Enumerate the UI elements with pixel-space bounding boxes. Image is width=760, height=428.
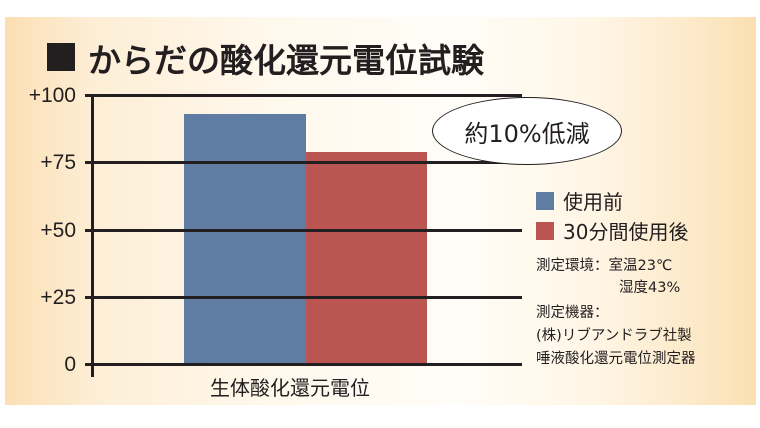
note-device-label: 測定機器： <box>536 305 609 321</box>
note-environment: 測定環境：室温23℃ <box>536 258 673 274</box>
gridline-0 <box>85 363 522 366</box>
reduction-annotation-text: 約10%低減 <box>464 119 590 148</box>
note-device-name: 唾液酸化還元電位測定器 <box>536 351 696 367</box>
x-axis-label: 生体酸化還元電位 <box>210 376 370 400</box>
bar-after-30min <box>306 152 427 365</box>
ytick-0: 0 <box>64 353 76 376</box>
title-square-icon <box>47 43 75 71</box>
legend-label: 使用前 <box>563 190 623 214</box>
gridline-100 <box>85 94 522 97</box>
chart-title: からだの酸化還元電位試験 <box>88 41 484 80</box>
legend-item-after: 30分間使用後 <box>536 216 688 245</box>
legend-swatch-red-icon <box>536 221 554 240</box>
note-humidity: 湿度43% <box>619 280 681 296</box>
gridline-50 <box>85 229 522 232</box>
ytick-50: +50 <box>40 219 76 242</box>
note-device-maker: (株)リブアンドラブ社製 <box>536 328 692 344</box>
ytick-25: +25 <box>40 286 76 309</box>
legend-swatch-blue-icon <box>536 191 554 210</box>
ytick-100: +100 <box>28 84 76 107</box>
y-axis <box>91 94 94 377</box>
legend-item-before: 使用前 <box>536 186 623 215</box>
gridline-25 <box>85 296 522 299</box>
ytick-75: +75 <box>40 151 76 174</box>
legend-label: 30分間使用後 <box>563 220 689 244</box>
bar-before-use <box>184 114 306 365</box>
reduction-annotation: 約10%低減 <box>432 97 622 165</box>
gridline-75 <box>85 161 522 164</box>
